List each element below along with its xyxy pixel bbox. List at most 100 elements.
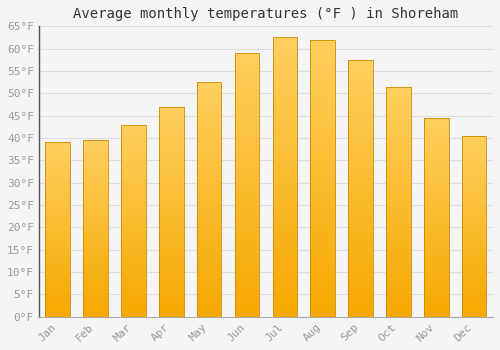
Bar [84, 310, 108, 313]
Bar [386, 86, 410, 91]
Bar [46, 177, 70, 181]
Bar [386, 303, 410, 308]
Bar [121, 198, 146, 202]
Bar [348, 260, 373, 265]
Bar [197, 251, 222, 256]
Bar [462, 299, 486, 302]
Bar [348, 224, 373, 229]
Bar [310, 101, 335, 106]
Bar [386, 225, 410, 229]
Bar [348, 75, 373, 80]
Bar [310, 167, 335, 173]
Bar [121, 221, 146, 225]
Bar [197, 139, 222, 143]
Bar [197, 307, 222, 312]
Bar [348, 106, 373, 111]
Bar [424, 261, 448, 265]
Bar [197, 284, 222, 289]
Bar [46, 258, 70, 261]
Bar [234, 227, 260, 232]
Bar [197, 176, 222, 181]
Bar [197, 106, 222, 110]
Bar [197, 157, 222, 162]
Bar [159, 313, 184, 317]
Bar [84, 264, 108, 267]
Bar [386, 239, 410, 243]
Bar [46, 188, 70, 191]
Bar [159, 237, 184, 241]
Bar [310, 211, 335, 217]
Bar [121, 159, 146, 163]
Bar [197, 246, 222, 251]
Bar [84, 190, 108, 193]
Bar [121, 217, 146, 221]
Bar [272, 43, 297, 49]
Bar [159, 132, 184, 136]
Bar [386, 220, 410, 225]
Bar [159, 266, 184, 271]
Bar [272, 144, 297, 149]
Bar [272, 77, 297, 82]
Bar [272, 311, 297, 317]
Bar [462, 179, 486, 183]
Bar [46, 216, 70, 219]
Bar [386, 275, 410, 280]
Bar [462, 244, 486, 248]
Bar [386, 252, 410, 257]
Bar [272, 294, 297, 300]
Bar [462, 226, 486, 230]
Bar [386, 261, 410, 266]
Bar [348, 85, 373, 91]
Bar [462, 216, 486, 219]
Bar [462, 309, 486, 313]
Bar [159, 153, 184, 157]
Bar [386, 257, 410, 261]
Bar [197, 274, 222, 279]
Bar [121, 301, 146, 305]
Bar [159, 111, 184, 115]
Bar [348, 281, 373, 286]
Bar [234, 217, 260, 222]
Bar [46, 279, 70, 282]
Bar [121, 263, 146, 267]
Bar [310, 68, 335, 73]
Bar [272, 37, 297, 43]
Bar [272, 278, 297, 283]
Bar [46, 296, 70, 299]
Bar [424, 134, 448, 138]
Bar [310, 106, 335, 112]
Bar [234, 58, 260, 64]
Bar [462, 233, 486, 237]
Bar [121, 205, 146, 209]
Bar [234, 69, 260, 74]
Bar [348, 296, 373, 301]
Bar [348, 276, 373, 281]
Bar [159, 115, 184, 119]
Bar [310, 40, 335, 45]
Bar [46, 313, 70, 317]
Bar [121, 298, 146, 301]
Bar [310, 261, 335, 267]
Bar [386, 128, 410, 133]
Bar [46, 237, 70, 240]
Bar [121, 171, 146, 175]
Bar [386, 91, 410, 96]
Bar [84, 253, 108, 257]
Bar [462, 136, 486, 139]
Bar [348, 255, 373, 260]
Bar [159, 195, 184, 199]
Bar [159, 124, 184, 128]
Bar [159, 203, 184, 208]
Bar [462, 237, 486, 241]
Bar [462, 266, 486, 270]
Bar [46, 219, 70, 223]
Bar [310, 117, 335, 123]
Bar [159, 216, 184, 220]
Bar [272, 60, 297, 65]
Bar [234, 312, 260, 317]
Bar [462, 158, 486, 161]
Bar [272, 199, 297, 205]
Bar [234, 201, 260, 206]
Bar [46, 146, 70, 149]
Bar [121, 202, 146, 205]
